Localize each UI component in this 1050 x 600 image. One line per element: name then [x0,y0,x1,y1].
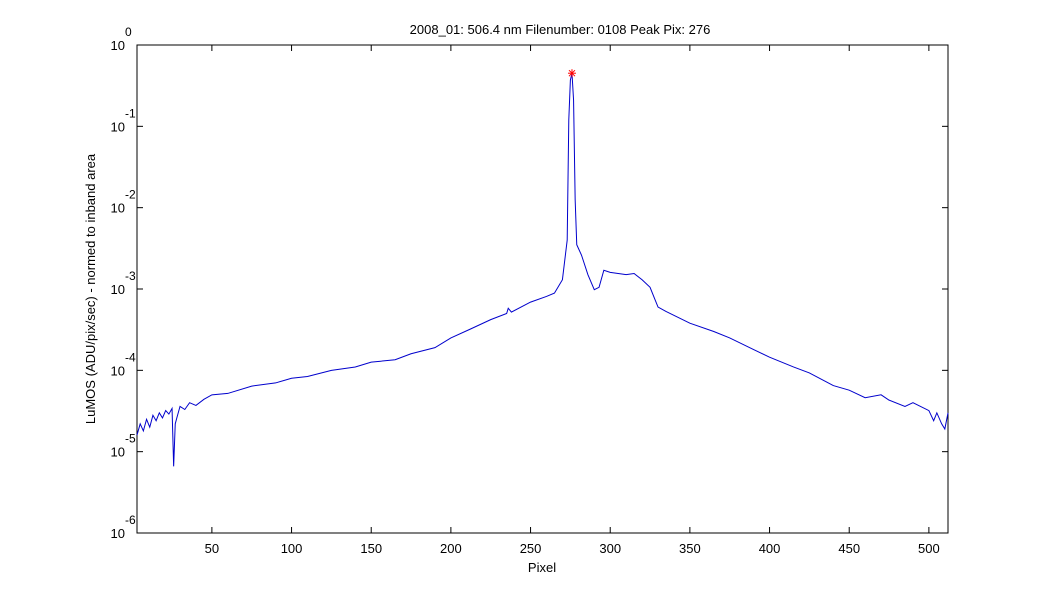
y-tick-label: 10 [111,119,125,134]
chart-title: 2008_01: 506.4 nm Filenumber: 0108 Peak … [410,22,711,37]
x-tick-label: 200 [440,541,462,556]
x-tick-label: 400 [759,541,781,556]
x-tick-label: 350 [679,541,701,556]
x-tick-label: 300 [599,541,621,556]
y-tick-exponent: -2 [125,188,136,202]
x-tick-label: 450 [838,541,860,556]
x-tick-label: 150 [360,541,382,556]
peak-marker-stroke [568,69,576,77]
y-tick-label: 10 [111,363,125,378]
data-line [136,73,949,467]
y-tick-label: 10 [111,201,125,216]
x-tick-label: 500 [918,541,940,556]
x-tick-label: 100 [281,541,303,556]
y-tick-exponent: -6 [125,513,136,527]
x-axis-label: Pixel [528,560,556,575]
y-tick-exponent: -5 [125,432,136,446]
x-tick-label: 250 [520,541,542,556]
y-tick-exponent: -3 [125,269,136,283]
y-tick-exponent: -1 [125,106,136,120]
y-tick-label: 10 [111,38,125,53]
y-tick-label: 10 [111,526,125,541]
y-tick-exponent: 0 [125,25,132,39]
y-tick-label: 10 [111,282,125,297]
y-axis-label: LuMOS (ADU/pix/sec) - normed to inband a… [83,153,98,424]
x-tick-label: 50 [205,541,219,556]
peak-marker [567,69,576,78]
y-tick-label: 10 [111,445,125,460]
plot-frame [136,44,949,534]
y-tick-exponent: -4 [125,350,136,364]
